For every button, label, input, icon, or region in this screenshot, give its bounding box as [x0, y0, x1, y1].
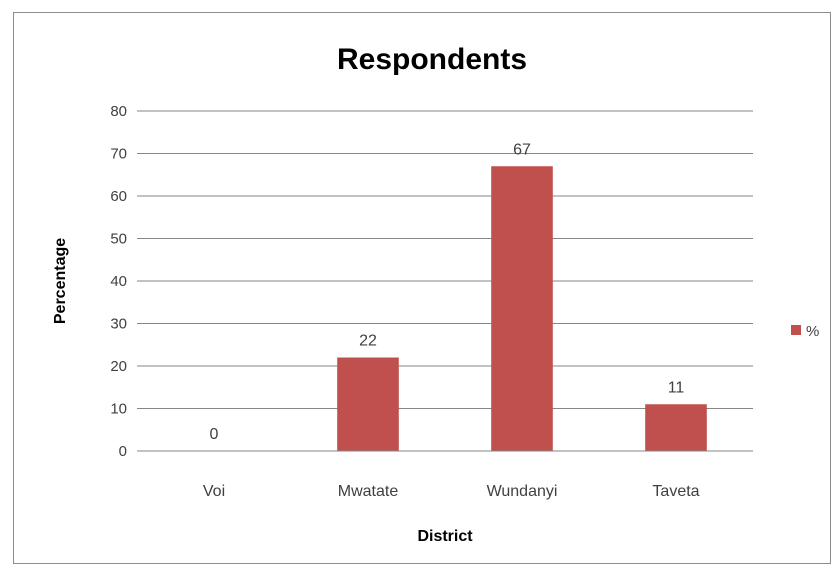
data-labels: 0 22 67 11 — [210, 141, 685, 443]
y-tick-label: 70 — [110, 146, 127, 163]
data-label-mwatate: 22 — [359, 333, 377, 350]
bar-wundanyi — [491, 166, 553, 451]
chart-title: Respondents — [337, 43, 527, 76]
chart-frame — [13, 12, 831, 564]
y-tick-label: 50 — [110, 231, 127, 248]
bar-taveta — [645, 404, 707, 451]
y-tick-label: 30 — [110, 316, 127, 333]
x-category-taveta: Taveta — [652, 483, 699, 500]
x-axis-title: District — [417, 528, 473, 545]
bars — [337, 166, 707, 451]
data-label-wundanyi: 67 — [513, 141, 531, 158]
y-axis-ticks: 0 10 20 30 40 50 60 70 80 — [110, 103, 127, 460]
y-tick-label: 40 — [110, 273, 127, 290]
y-tick-label: 0 — [119, 443, 127, 460]
legend-swatch — [791, 325, 801, 335]
y-axis-title: Percentage — [52, 238, 69, 324]
y-tick-label: 60 — [110, 188, 127, 205]
x-category-voi: Voi — [203, 483, 225, 500]
x-category-wundanyi: Wundanyi — [487, 483, 558, 500]
data-label-taveta: 11 — [668, 379, 685, 396]
y-tick-label: 20 — [110, 358, 127, 375]
y-tick-label: 80 — [110, 103, 127, 120]
x-category-mwatate: Mwatate — [338, 483, 399, 500]
bar-mwatate — [337, 357, 399, 451]
gridlines — [137, 110, 753, 409]
y-tick-label: 10 — [110, 401, 127, 418]
legend: % — [791, 323, 819, 340]
x-axis-categories: Voi Mwatate Wundanyi Taveta — [203, 483, 700, 500]
legend-label: % — [806, 323, 819, 340]
data-label-voi: 0 — [210, 426, 219, 443]
